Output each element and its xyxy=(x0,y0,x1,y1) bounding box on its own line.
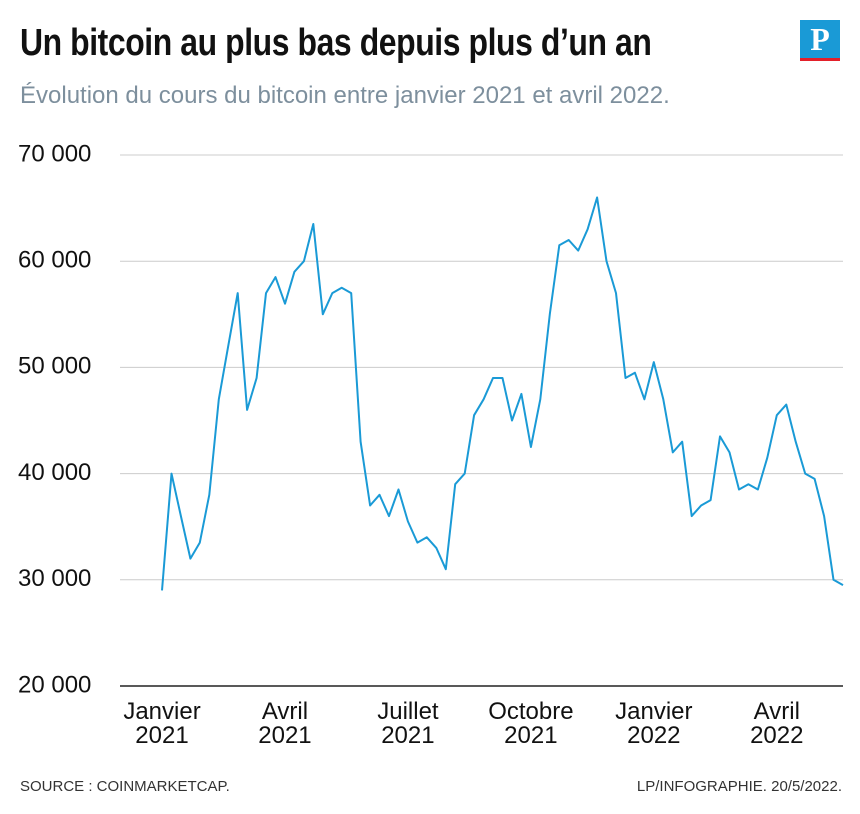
credit: LP/INFOGRAPHIE. 20/5/2022. xyxy=(636,778,842,795)
chart-title: Un bitcoin au plus bas depuis plus d’un … xyxy=(20,22,652,64)
x-tick-label: Janvier 2022 xyxy=(615,698,693,749)
x-tick-label: Avril 2022 xyxy=(750,698,804,749)
chart-subtitle: Évolution du cours du bitcoin entre janv… xyxy=(20,82,670,109)
x-tick-label: Juillet 2021 xyxy=(377,698,439,749)
y-tick-label: 60 000 xyxy=(18,247,91,274)
y-tick-label: 70 000 xyxy=(18,140,91,167)
x-tick-label: Avril 2021 xyxy=(258,698,312,749)
source: SOURCE : COINMARKETCAP. xyxy=(20,778,230,795)
y-tick-label: 40 000 xyxy=(18,459,91,486)
y-tick-label: 50 000 xyxy=(18,353,91,380)
x-tick-label: Janvier 2021 xyxy=(123,698,201,749)
x-tick-label: Octobre 2021 xyxy=(488,698,574,749)
price-line xyxy=(161,196,844,591)
logo: P xyxy=(800,20,840,61)
y-tick-label: 30 000 xyxy=(18,565,91,592)
y-tick-label: 20 000 xyxy=(18,671,91,698)
